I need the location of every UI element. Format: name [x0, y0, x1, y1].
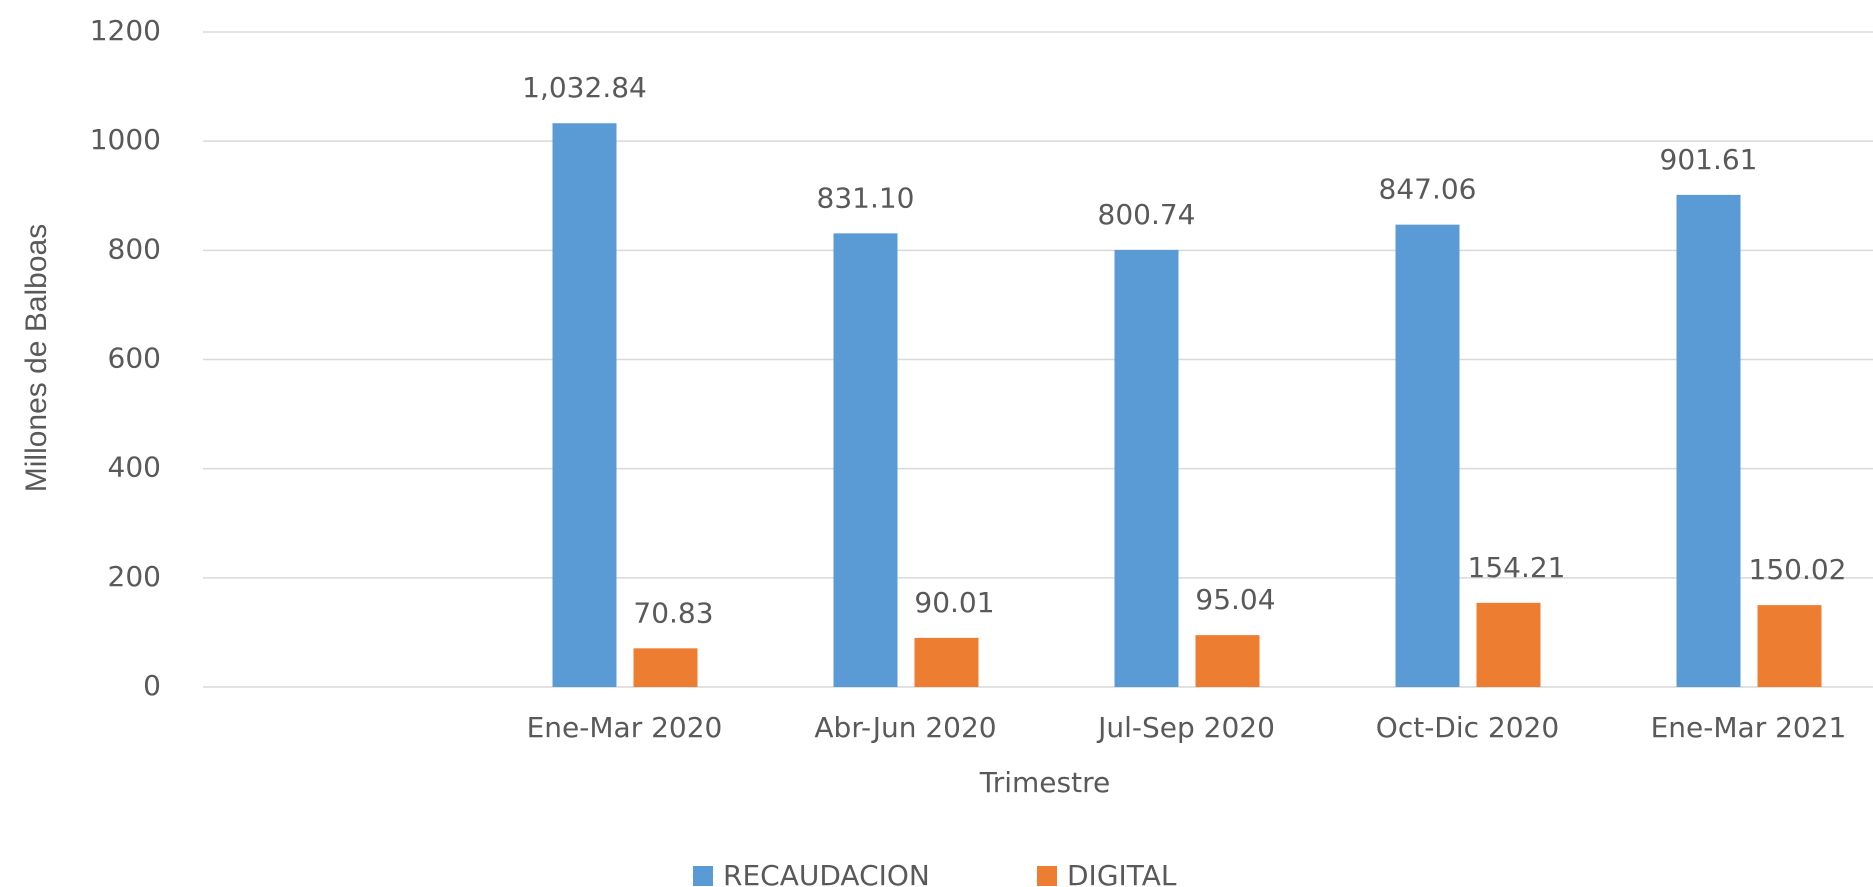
bar	[1476, 602, 1541, 687]
y-tick-label: 600	[108, 342, 161, 375]
bar	[633, 648, 698, 687]
legend-label: RECAUDACION	[723, 859, 930, 887]
data-label: 70.83	[633, 596, 713, 629]
y-tick-label: 0	[143, 669, 161, 702]
y-tick-label: 1200	[90, 14, 161, 47]
data-label: 154.21	[1468, 551, 1566, 584]
x-tick-label: Oct-Dic 2020	[1376, 711, 1559, 744]
y-axis-title: Millones de Balboas	[20, 224, 53, 493]
legend-label: DIGITAL	[1067, 859, 1177, 887]
bar	[1395, 224, 1460, 687]
data-label: 800.74	[1098, 198, 1196, 231]
x-tick-label: Abr-Jun 2020	[814, 711, 996, 744]
data-label: 901.61	[1660, 143, 1758, 176]
data-label: 847.06	[1379, 173, 1477, 206]
y-tick-label: 200	[108, 560, 161, 593]
data-label: 150.02	[1749, 553, 1847, 586]
x-axis-title: Trimestre	[979, 766, 1110, 799]
legend-swatch	[1037, 866, 1057, 886]
data-label: 1,032.84	[522, 71, 647, 104]
y-tick-label: 400	[108, 451, 161, 484]
x-tick-label: Ene-Mar 2020	[527, 711, 723, 744]
bar	[1676, 194, 1741, 687]
x-tick-label: Ene-Mar 2021	[1651, 711, 1847, 744]
data-label: 90.01	[914, 586, 994, 619]
data-label: 95.04	[1195, 583, 1275, 616]
data-label: 831.10	[817, 181, 915, 214]
bar	[1757, 605, 1822, 687]
bar	[552, 123, 617, 687]
y-tick-label: 1000	[90, 123, 161, 156]
bar	[1114, 249, 1179, 687]
legend-swatch	[693, 866, 713, 886]
bar	[833, 233, 898, 687]
bar	[1195, 635, 1260, 687]
y-tick-label: 800	[108, 232, 161, 265]
bar	[914, 637, 979, 687]
x-tick-label: Jul-Sep 2020	[1096, 711, 1275, 744]
